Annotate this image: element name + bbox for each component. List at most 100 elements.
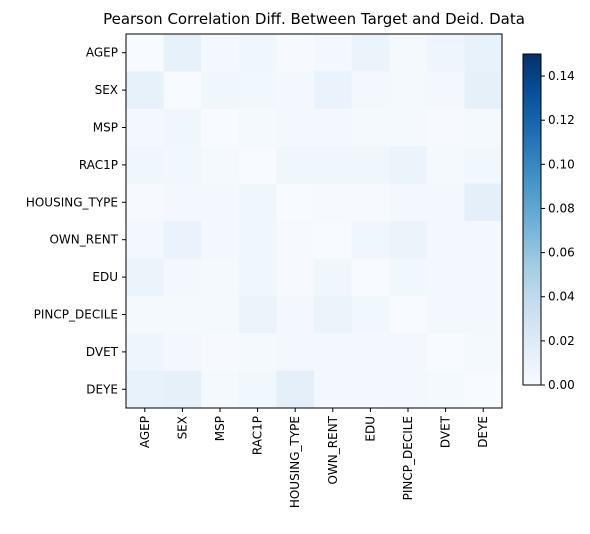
- heatmap-cell-agep-sex: [163, 34, 202, 72]
- row-label-rac1p: RAC1P: [79, 158, 118, 172]
- heatmap-cell-own-rent-dvet: [426, 221, 465, 259]
- heatmap-cell-edu-housing-type: [276, 258, 315, 297]
- heatmap-cell-sex-rac1p: [238, 71, 277, 110]
- heatmap-cell-agep-agep: [126, 34, 165, 72]
- heatmap-cell-rac1p-rac1p: [238, 146, 277, 185]
- heatmap-cell-housing-type-pincp-decile: [389, 183, 428, 222]
- heatmap-cell-dvet-deye: [464, 333, 503, 372]
- heatmap-cell-rac1p-own-rent: [314, 146, 353, 185]
- heatmap-cell-msp-dvet: [426, 108, 465, 147]
- row-label-own-rent: OWN_RENT: [49, 233, 118, 247]
- heatmap-cell-sex-deye: [464, 71, 503, 110]
- heatmap-cell-deye-sex: [163, 370, 202, 409]
- heatmap-cell-housing-type-housing-type: [276, 183, 315, 222]
- heatmap-cell-deye-pincp-decile: [389, 370, 428, 409]
- heatmap-cell-edu-edu: [351, 258, 390, 297]
- heatmap-cell-pincp-decile-dvet: [426, 295, 465, 334]
- heatmap-cell-pincp-decile-sex: [163, 295, 202, 334]
- heatmap-cell-sex-agep: [126, 71, 165, 110]
- heatmap-cell-dvet-housing-type: [276, 333, 315, 372]
- heatmap-cells: [126, 34, 503, 409]
- col-label-deye: DEYE: [476, 416, 490, 448]
- colorbar: [522, 53, 542, 386]
- heatmap-cell-edu-dvet: [426, 258, 465, 297]
- col-label-pincp-decile: PINCP_DECILE: [401, 416, 415, 500]
- col-label-housing-type: HOUSING_TYPE: [288, 416, 302, 508]
- heatmap-cell-msp-housing-type: [276, 108, 315, 147]
- heatmap-cell-dvet-own-rent: [314, 333, 353, 372]
- heatmap-cell-agep-own-rent: [314, 34, 353, 72]
- heatmap-cell-housing-type-own-rent: [314, 183, 353, 222]
- heatmap-cell-pincp-decile-rac1p: [238, 295, 277, 334]
- heatmap-cell-deye-rac1p: [238, 370, 277, 409]
- heatmap-cell-own-rent-own-rent: [314, 221, 353, 259]
- row-label-msp: MSP: [93, 121, 118, 135]
- col-label-dvet: DVET: [439, 415, 453, 448]
- row-label-deye: DEYE: [86, 382, 118, 396]
- heatmap-cell-housing-type-rac1p: [238, 183, 277, 222]
- heatmap-cell-agep-edu: [351, 34, 390, 72]
- heatmap-cell-msp-deye: [464, 108, 503, 147]
- heatmap-cell-sex-dvet: [426, 71, 465, 110]
- chart-title: Pearson Correlation Diff. Between Target…: [103, 10, 525, 28]
- heatmap-cell-dvet-sex: [163, 333, 202, 372]
- col-label-rac1p: RAC1P: [251, 416, 265, 455]
- col-label-sex: SEX: [175, 416, 189, 439]
- heatmap-cell-sex-pincp-decile: [389, 71, 428, 110]
- heatmap-cell-msp-msp: [201, 108, 240, 147]
- heatmap-cell-msp-rac1p: [238, 108, 277, 147]
- col-label-own-rent: OWN_RENT: [326, 415, 340, 484]
- heatmap-cell-own-rent-sex: [163, 221, 202, 259]
- heatmap-cell-edu-sex: [163, 258, 202, 297]
- heatmap-cell-dvet-msp: [201, 333, 240, 372]
- heatmap-cell-pincp-decile-own-rent: [314, 295, 353, 334]
- heatmap-cell-deye-edu: [351, 370, 390, 409]
- colorbar-ticks: 0.00 0.02 0.04 0.06 0.08 0.10 0.12 0.14: [541, 69, 575, 392]
- col-label-msp: MSP: [213, 416, 227, 441]
- heatmap-cell-agep-rac1p: [238, 34, 277, 72]
- colorbar-tick-label: 0.14: [548, 69, 575, 83]
- heatmap-cell-msp-own-rent: [314, 108, 353, 147]
- heatmap-cell-edu-own-rent: [314, 258, 353, 297]
- heatmap-cell-deye-deye: [464, 370, 503, 409]
- heatmap-cell-rac1p-deye: [464, 146, 503, 185]
- heatmap-cell-deye-msp: [201, 370, 240, 409]
- plot-frame: [125, 33, 503, 409]
- colorbar-tick-label: 0.12: [548, 113, 575, 127]
- heatmap-cell-housing-type-agep: [126, 183, 165, 222]
- row-label-housing-type: HOUSING_TYPE: [26, 195, 118, 209]
- heatmap-cell-msp-pincp-decile: [389, 108, 428, 147]
- heatmap-cell-sex-msp: [201, 71, 240, 110]
- heatmap-cell-rac1p-agep: [126, 146, 165, 185]
- heatmap-cell-msp-edu: [351, 108, 390, 147]
- heatmap-cell-sex-housing-type: [276, 71, 315, 110]
- heatmap-cell-pincp-decile-msp: [201, 295, 240, 334]
- heatmap-cell-own-rent-deye: [464, 221, 503, 259]
- heatmap-cell-pincp-decile-pincp-decile: [389, 295, 428, 334]
- heatmap-cell-own-rent-housing-type: [276, 221, 315, 259]
- colorbar-tick-label: 0.08: [548, 201, 575, 215]
- heatmap-cell-rac1p-msp: [201, 146, 240, 185]
- column-labels: AGEP SEX MSP RAC1P HOUSING_TYPE OWN_RENT EDU PI…: [138, 408, 490, 508]
- heatmap-cell-msp-agep: [126, 108, 165, 147]
- heatmap-cell-deye-dvet: [426, 370, 465, 409]
- heatmap-cell-edu-rac1p: [238, 258, 277, 297]
- heatmap-cell-housing-type-deye: [464, 183, 503, 222]
- heatmap-cell-pincp-decile-agep: [126, 295, 165, 334]
- heatmap-cell-agep-deye: [464, 34, 503, 72]
- heatmap-cell-deye-own-rent: [314, 370, 353, 409]
- colorbar-tick-label: 0.00: [548, 378, 575, 392]
- heatmap-cell-agep-housing-type: [276, 34, 315, 72]
- heatmap-cell-housing-type-dvet: [426, 183, 465, 222]
- row-label-pincp-decile: PINCP_DECILE: [34, 308, 118, 322]
- heatmap-cell-own-rent-msp: [201, 221, 240, 259]
- col-label-edu: EDU: [363, 416, 377, 442]
- heatmap-cell-rac1p-dvet: [426, 146, 465, 185]
- heatmap-cell-pincp-decile-deye: [464, 295, 503, 334]
- heatmap-cell-dvet-pincp-decile: [389, 333, 428, 372]
- heatmap-cell-own-rent-rac1p: [238, 221, 277, 259]
- row-label-sex: SEX: [95, 83, 118, 97]
- heatmap-cell-rac1p-edu: [351, 146, 390, 185]
- heatmap-cell-pincp-decile-housing-type: [276, 295, 315, 334]
